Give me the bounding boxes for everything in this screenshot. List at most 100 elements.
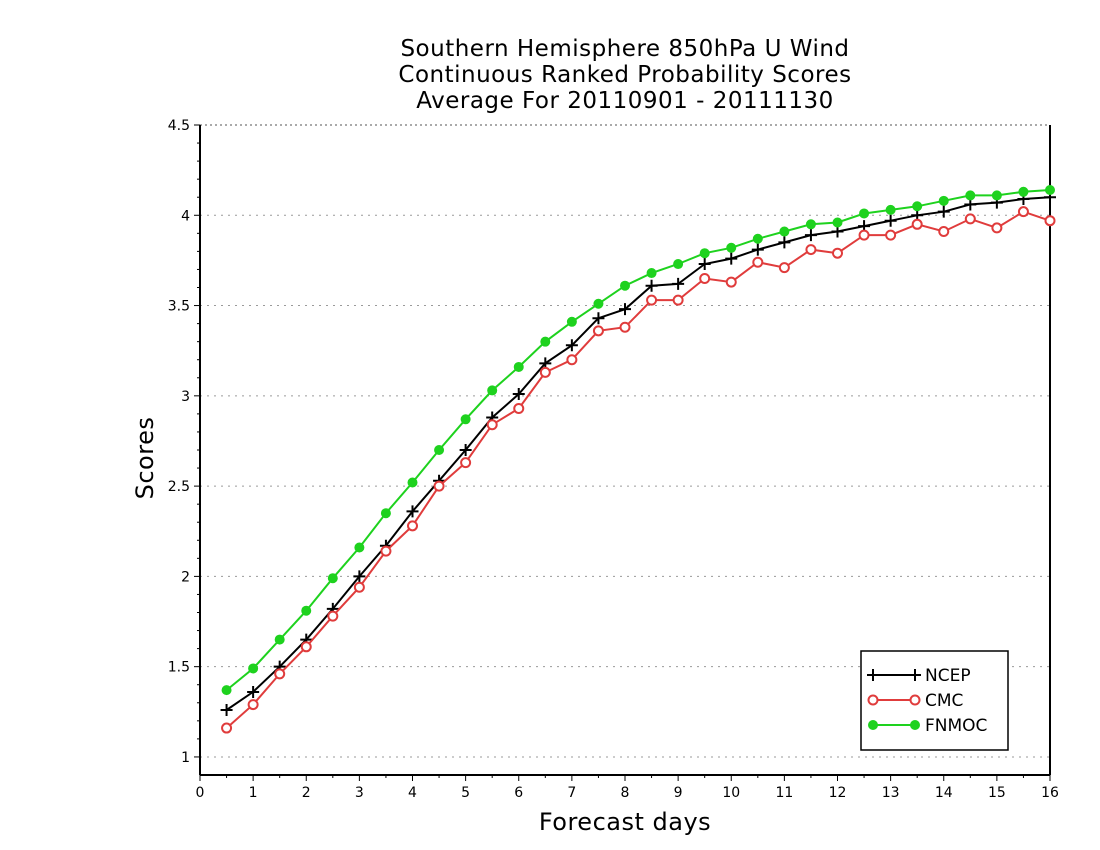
data-point-ncep-25 — [884, 214, 897, 227]
data-point-fnmoc-16 — [646, 268, 657, 279]
legend-marker-ncep-a — [867, 669, 879, 681]
data-point-cmc-22 — [805, 244, 817, 256]
data-point-fnmoc-24 — [859, 208, 870, 219]
data-point-cmc-15 — [619, 321, 631, 333]
y-axis-label: Scores — [131, 416, 159, 500]
data-point-fnmoc-10 — [487, 385, 498, 396]
data-point-cmc-4 — [327, 610, 339, 622]
data-point-ncep-16 — [645, 279, 658, 292]
data-point-ncep-11 — [512, 388, 525, 401]
data-point-cmc-30 — [1017, 206, 1029, 218]
data-point-fnmoc-13 — [566, 316, 577, 327]
x-tick-label-2: 2 — [302, 785, 311, 801]
data-point-cmc-2 — [274, 668, 286, 680]
data-point-fnmoc-8 — [434, 445, 445, 455]
data-point-cmc-19 — [725, 276, 737, 288]
data-point-fnmoc-1 — [248, 663, 259, 674]
data-point-ncep-21 — [778, 236, 791, 249]
data-point-cmc-14 — [592, 325, 604, 337]
data-point-fnmoc-5 — [354, 542, 365, 553]
x-tick-label-4: 4 — [408, 785, 417, 801]
data-point-ncep-9 — [459, 444, 472, 456]
data-point-cmc-13 — [566, 354, 578, 366]
x-tick-label-0: 0 — [196, 785, 205, 801]
y-tick-label-5: 3.5 — [168, 299, 190, 315]
legend-label-cmc: CMC — [925, 691, 963, 711]
data-point-fnmoc-18 — [699, 248, 710, 259]
data-point-cmc-25 — [885, 229, 897, 241]
legend-label-ncep: NCEP — [925, 666, 971, 686]
legend-marker-cmc-b — [909, 694, 921, 706]
data-point-cmc-23 — [832, 247, 843, 259]
x-tick-label-7: 7 — [567, 785, 576, 801]
data-point-ncep-0 — [220, 704, 233, 716]
data-point-fnmoc-21 — [779, 226, 790, 237]
data-point-ncep-19 — [725, 252, 738, 265]
data-point-cmc-17 — [672, 294, 684, 306]
y-tick-label-4: 3 — [181, 389, 190, 405]
data-point-cmc-7 — [407, 520, 418, 532]
legend-marker-fnmoc-b — [910, 720, 920, 730]
y-tick-label-1: 1.5 — [168, 660, 190, 676]
data-point-cmc-27 — [938, 226, 950, 238]
data-point-cmc-21 — [778, 262, 790, 274]
data-point-fnmoc-29 — [991, 190, 1002, 201]
x-tick-label-6: 6 — [514, 785, 523, 801]
data-point-fnmoc-7 — [407, 477, 418, 488]
data-point-cmc-24 — [858, 229, 870, 241]
data-point-ncep-1 — [247, 685, 260, 698]
data-point-fnmoc-31 — [1045, 185, 1055, 195]
legend-label-fnmoc: FNMOC — [925, 716, 987, 736]
y-tick-label-0: 1 — [181, 750, 190, 766]
data-point-ncep-7 — [406, 505, 419, 518]
x-axis-label: Forecast days — [538, 808, 712, 836]
data-point-ncep-28 — [964, 198, 977, 211]
data-point-fnmoc-28 — [965, 190, 976, 201]
y-tick-label-3: 2.5 — [168, 479, 190, 495]
series-line-ncep — [226, 196, 1051, 711]
x-tick-label-8: 8 — [621, 785, 630, 801]
data-point-cmc-11 — [513, 402, 525, 414]
x-tick-label-13: 13 — [882, 785, 900, 801]
data-point-fnmoc-25 — [885, 204, 896, 215]
legend-marker-ncep-b — [909, 669, 921, 681]
data-point-fnmoc-12 — [540, 336, 551, 347]
data-point-fnmoc-4 — [327, 573, 338, 584]
data-point-cmc-0 — [221, 722, 233, 734]
data-point-fnmoc-30 — [1018, 186, 1029, 197]
data-point-cmc-8 — [433, 480, 445, 492]
x-tick-label-15: 15 — [988, 785, 1006, 801]
x-tick-label-10: 10 — [722, 785, 740, 801]
x-tick-label-5: 5 — [461, 785, 470, 801]
legend-marker-fnmoc-a — [868, 720, 878, 730]
data-point-fnmoc-15 — [620, 280, 630, 291]
data-point-fnmoc-27 — [938, 195, 949, 206]
y-tick-label-6: 4 — [181, 208, 190, 224]
data-point-cmc-29 — [991, 222, 1003, 234]
data-point-fnmoc-14 — [593, 298, 604, 309]
data-point-fnmoc-2 — [274, 634, 285, 645]
data-point-ncep-18 — [698, 258, 711, 271]
data-point-cmc-16 — [646, 294, 658, 306]
data-point-fnmoc-26 — [912, 201, 923, 212]
data-point-ncep-22 — [804, 229, 817, 242]
chart-title-line-3: Average For 20110901 - 20111130 — [416, 88, 834, 114]
data-point-ncep-17 — [672, 277, 685, 290]
data-point-cmc-26 — [911, 218, 923, 230]
x-tick-label-11: 11 — [775, 785, 793, 801]
data-point-fnmoc-23 — [832, 217, 843, 228]
y-tick-label-7: 4.5 — [168, 118, 190, 134]
x-tick-label-14: 14 — [935, 785, 953, 801]
data-point-cmc-5 — [353, 581, 365, 593]
data-point-fnmoc-9 — [460, 414, 471, 425]
data-point-fnmoc-19 — [726, 242, 737, 253]
data-point-fnmoc-0 — [221, 685, 232, 696]
x-tick-label-1: 1 — [249, 785, 258, 801]
legend-marker-cmc-a — [867, 694, 879, 706]
data-point-fnmoc-3 — [301, 605, 312, 616]
data-point-ncep-20 — [751, 243, 764, 256]
chart-title-line-2: Continuous Ranked Probability Scores — [398, 62, 852, 88]
x-tick-label-9: 9 — [674, 785, 683, 801]
